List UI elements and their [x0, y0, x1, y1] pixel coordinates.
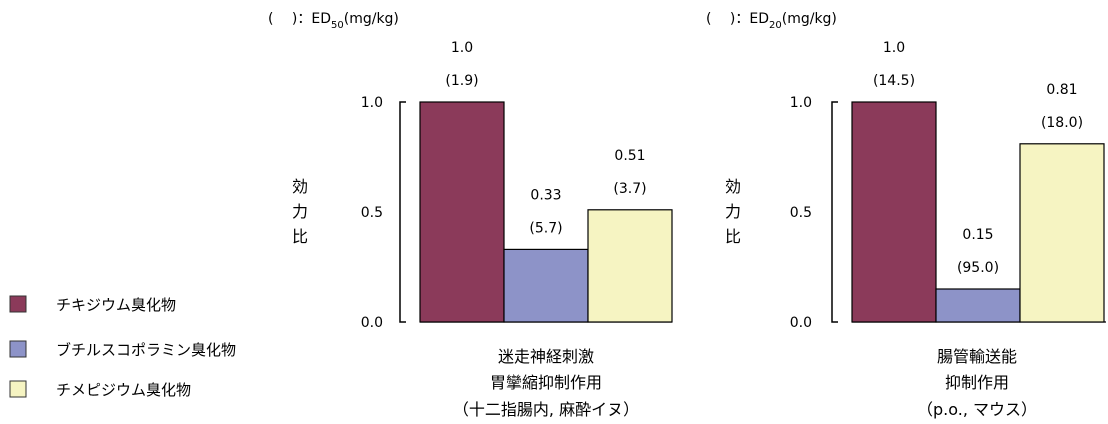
bar — [419, 101, 505, 323]
chart-intestinal-transit: ( )：ED20(mg/kg) 効力比 1.0 0.5 0.0 1.0 (14.5… — [706, 11, 1106, 419]
category-label-line: 胃攣縮抑制作用 — [490, 373, 602, 392]
y-axis-label-char: 力 — [292, 202, 308, 221]
bar — [503, 248, 589, 323]
bars: 1.0 (1.9) 0.33 (5.7) 0.51 (3.7) — [419, 40, 673, 323]
bar-value-label: 1.0 — [883, 40, 905, 56]
bar-ed-label: (14.5) — [873, 73, 915, 89]
bar-value-label: 0.51 — [614, 148, 645, 164]
y-axis-bracket — [831, 101, 838, 323]
y-tick-label: 1.0 — [790, 95, 812, 111]
y-axis-label-char: 効 — [725, 177, 741, 196]
category-label-line: 腸管輸送能 — [937, 347, 1017, 366]
bar — [935, 288, 1021, 323]
bar-value-label: 1.0 — [451, 40, 473, 56]
category-label-line: （p.o., マウス） — [917, 400, 1037, 419]
ed-note: ( )：ED20(mg/kg) — [706, 11, 837, 31]
y-axis-label-char: 力 — [725, 202, 741, 221]
y-axis-label-char: 比 — [292, 227, 308, 246]
y-tick-label: 0.0 — [361, 315, 383, 331]
bar — [587, 209, 673, 323]
bars: 1.0 (14.5) 0.15 (95.0) 0.81 (18.0) — [851, 40, 1105, 323]
chart-vagal-gastric: ( )：ED50(mg/kg) 効力比 1.0 0.5 0.0 1.0 (1.9)… — [268, 11, 673, 419]
y-tick-label: 0.5 — [361, 205, 383, 221]
category-label-line: 迷走神経刺激 — [498, 347, 594, 366]
y-axis-label-char: 効 — [292, 177, 308, 196]
legend: チキジウム臭化物 ブチルスコポラミン臭化物 チメピジウム臭化物 — [9, 295, 236, 399]
bar-ed-label: (3.7) — [613, 181, 646, 197]
category-label-line: （十二指腸内, 麻酔イヌ） — [453, 400, 639, 419]
y-axis-label-char: 比 — [725, 227, 741, 246]
bar-value-label: 0.15 — [962, 227, 993, 243]
y-axis-bracket — [399, 101, 406, 323]
bar-ed-label: (1.9) — [445, 73, 478, 89]
legend-swatch-timepidium — [9, 380, 27, 398]
bar — [1019, 143, 1105, 323]
y-tick-label: 0.5 — [790, 205, 812, 221]
y-tick-label: 1.0 — [361, 95, 383, 111]
ed-note: ( )：ED50(mg/kg) — [268, 11, 399, 31]
y-axis-label: 効力比 — [725, 177, 741, 246]
legend-label-tiquizium: チキジウム臭化物 — [56, 296, 176, 314]
bar-ed-label: (18.0) — [1041, 115, 1083, 131]
category-label-line: 抑制作用 — [945, 373, 1009, 392]
legend-swatch-butylscopolamine — [9, 340, 27, 358]
bar-ed-label: (5.7) — [529, 220, 562, 236]
legend-label-butylscopolamine: ブチルスコポラミン臭化物 — [56, 341, 236, 359]
bar — [851, 101, 937, 323]
bar-ed-label: (95.0) — [957, 260, 999, 276]
legend-label-timepidium: チメピジウム臭化物 — [56, 381, 191, 399]
bar-value-label: 0.33 — [530, 187, 561, 203]
legend-swatch-tiquizium — [9, 295, 27, 313]
y-axis-label: 効力比 — [292, 177, 308, 246]
bar-value-label: 0.81 — [1046, 82, 1077, 98]
y-tick-label: 0.0 — [790, 315, 812, 331]
